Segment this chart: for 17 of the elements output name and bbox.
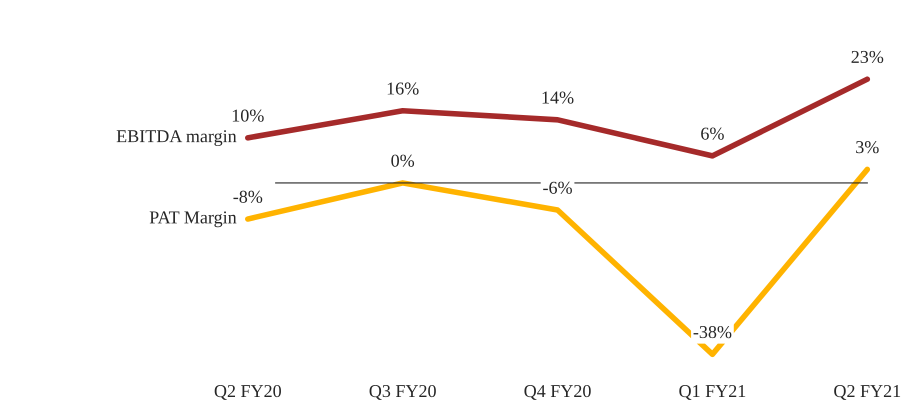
x-tick-label: Q3 FY20 bbox=[370, 384, 436, 400]
x-tick-label: Q2 FY21 bbox=[834, 385, 900, 400]
x-tick-label: Q4 FY20 bbox=[524, 384, 591, 400]
series-label: PAT Margin bbox=[150, 211, 236, 228]
data-label: 0% bbox=[391, 154, 414, 167]
data-label: -8% bbox=[233, 190, 262, 203]
data-label: 14% bbox=[542, 91, 574, 104]
data-label: -6% bbox=[543, 182, 572, 194]
data-label: 3% bbox=[856, 141, 879, 154]
series-label: EBITDA margin bbox=[116, 130, 236, 146]
data-label: 6% bbox=[701, 128, 724, 140]
x-tick-label: Q2 FY20 bbox=[214, 384, 281, 400]
data-label: 23% bbox=[852, 50, 884, 64]
data-label: 10% bbox=[232, 109, 264, 122]
data-label: -38% bbox=[694, 326, 732, 338]
data-label: 16% bbox=[388, 82, 419, 95]
x-tick-label: Q1 FY21 bbox=[679, 385, 746, 400]
